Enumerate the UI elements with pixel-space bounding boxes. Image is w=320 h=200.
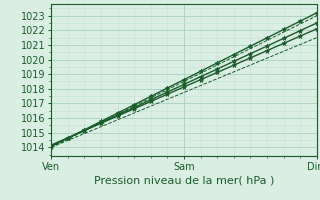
- X-axis label: Pression niveau de la mer( hPa ): Pression niveau de la mer( hPa ): [94, 176, 274, 186]
